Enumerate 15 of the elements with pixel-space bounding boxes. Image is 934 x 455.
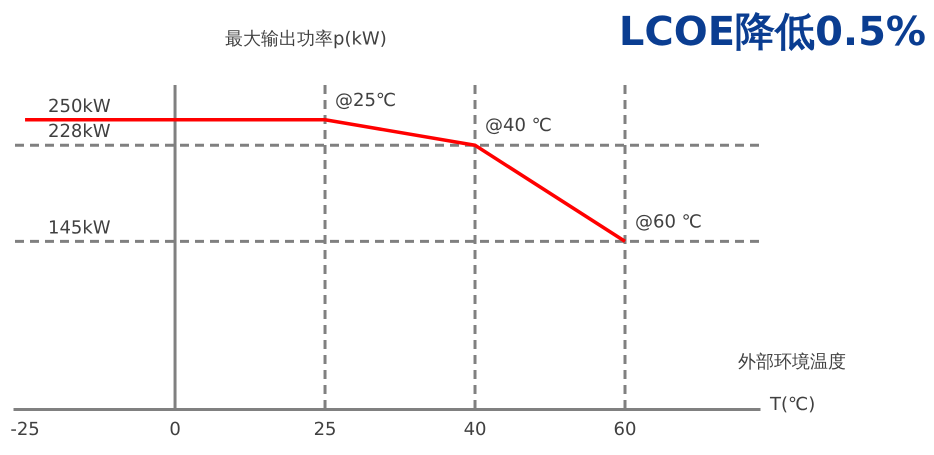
x-tick-label: 60	[614, 418, 636, 440]
x-axis-title: T(℃)	[769, 394, 816, 416]
ref-line-label: 228kW	[48, 121, 111, 142]
y-axis-title: 最大输出功率p(kW)	[225, 28, 387, 50]
annotation: 外部环境温度	[738, 351, 846, 372]
annotation: 250kW	[48, 96, 111, 117]
ref-line-label: 145kW	[48, 217, 111, 238]
ref-line-label: @40 ℃	[485, 115, 552, 136]
ref-line-label: @25℃	[335, 90, 396, 111]
x-tick-label: 40	[464, 418, 486, 440]
x-tick-label: 25	[314, 418, 336, 440]
chart-title: LCOE降低0.5%	[618, 8, 926, 57]
ref-line-label: @60 ℃	[635, 211, 702, 232]
x-tick-label: 0	[169, 418, 181, 440]
x-tick-label: -25	[10, 418, 40, 440]
